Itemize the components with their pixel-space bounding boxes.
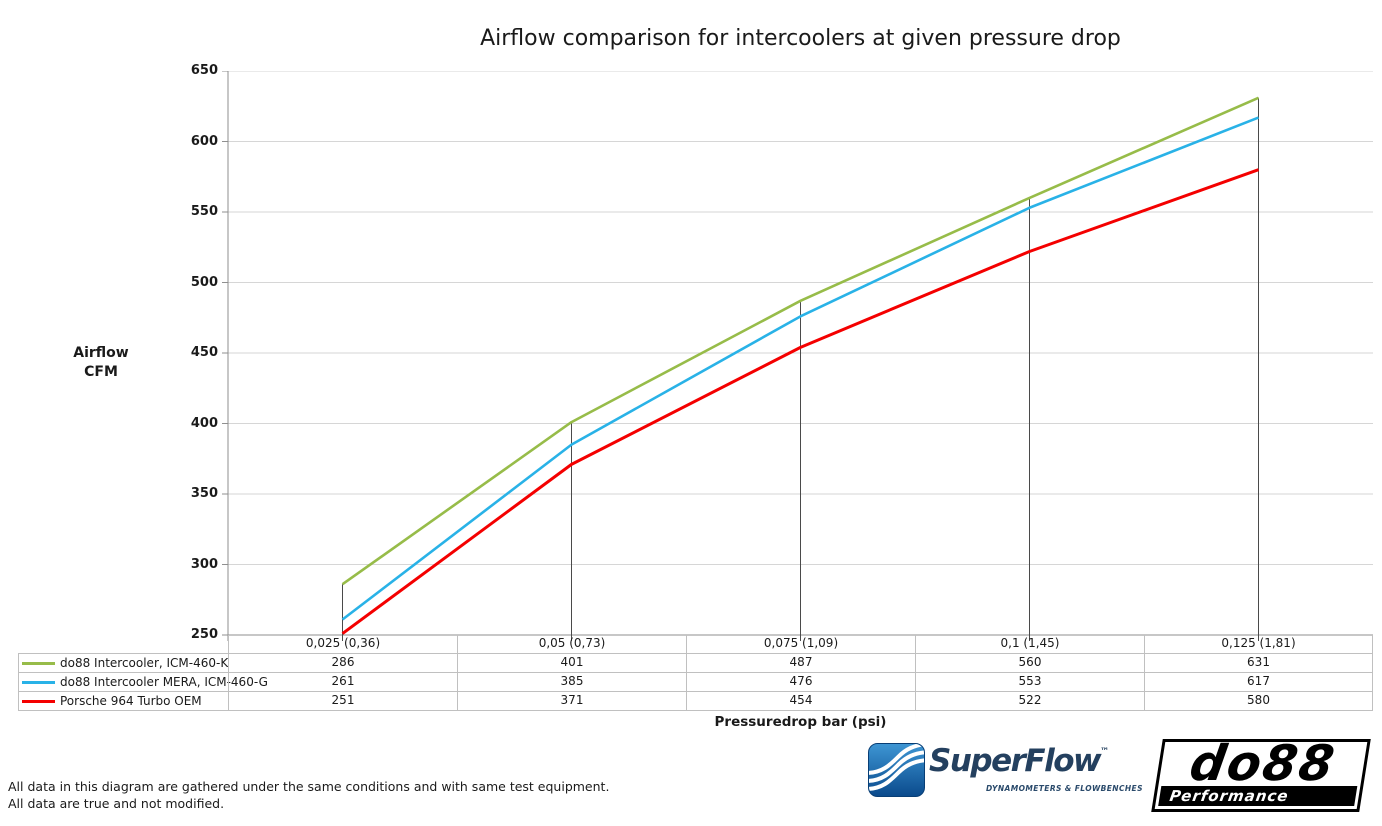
- chart-title: Airflow comparison for intercoolers at g…: [480, 26, 1121, 51]
- do88-wordmark: do88: [1185, 735, 1340, 792]
- table-value: 553: [915, 673, 1144, 692]
- table-row: do88 Intercooler MERA, ICM-460-G 261 385…: [18, 673, 1373, 692]
- trademark-symbol: ™: [1100, 747, 1110, 757]
- table-value: 476: [686, 673, 915, 692]
- table-value: 385: [457, 673, 686, 692]
- y-tick-label: 650: [190, 63, 218, 78]
- table-value: 560: [915, 654, 1144, 673]
- y-tick-label: 350: [190, 486, 218, 501]
- disclaimer-line-2: All data are true and not modified.: [8, 795, 225, 811]
- table-value: 401: [457, 654, 686, 673]
- y-axis-tick-labels: 650 600 550 500 450 400 350 300 250: [150, 63, 218, 643]
- x-tick-label: 0,05 (0,73): [457, 635, 686, 654]
- table-spacer-cell: [18, 635, 228, 654]
- y-tick-label: 550: [190, 204, 218, 219]
- do88-logo: do88 Performance: [1151, 735, 1371, 812]
- y-tick-label: 450: [190, 345, 218, 360]
- superflow-logo: SuperFlow™ DYNAMOMETERS & FLOWBENCHES: [868, 742, 1142, 800]
- superflow-wordmark: SuperFlow™: [929, 743, 1109, 779]
- series-color-swatch: [22, 699, 55, 703]
- series-name: do88 Intercooler MERA, ICM-460-G: [60, 674, 268, 689]
- series-color-swatch: [22, 661, 55, 665]
- table-row: do88 Intercooler, ICM-460-K 286 401 487 …: [18, 654, 1373, 673]
- table-value: 286: [228, 654, 457, 673]
- y-tick-label: 250: [190, 627, 218, 642]
- disclaimer-text: All data in this diagram are gathered un…: [8, 779, 609, 812]
- table-value: 522: [915, 692, 1144, 711]
- legend-cell: do88 Intercooler MERA, ICM-460-G: [18, 673, 268, 692]
- series-line-0: [341, 96, 1260, 586]
- y-axis-title: Airflow CFM: [73, 345, 129, 380]
- table-value: 261: [228, 673, 457, 692]
- table-value: 487: [686, 654, 915, 673]
- y-tick-label: 400: [190, 415, 218, 431]
- line-chart-plot: [222, 71, 1373, 641]
- do88-performance-label: Performance: [1168, 787, 1291, 805]
- disclaimer-line-1: All data in this diagram are gathered un…: [8, 779, 610, 794]
- table-value: 617: [1144, 673, 1373, 692]
- legend-cell: Porsche 964 Turbo OEM: [18, 692, 228, 711]
- legend-cell: do88 Intercooler, ICM-460-K: [18, 654, 228, 673]
- table-value: 631: [1144, 654, 1373, 673]
- y-tick-label: 600: [190, 133, 218, 149]
- table-header-row: 0,025 (0,36) 0,05 (0,73) 0,075 (1,09) 0,…: [18, 635, 1373, 654]
- table-value: 371: [457, 692, 686, 711]
- superflow-name: SuperFlow: [929, 743, 1102, 779]
- x-tick-label: 0,125 (1,81): [1144, 635, 1373, 654]
- y-tick-label: 500: [190, 274, 218, 290]
- x-tick-label: 0,025 (0,36): [228, 635, 457, 654]
- table-value: 580: [1144, 692, 1373, 711]
- data-table: 0,025 (0,36) 0,05 (0,73) 0,075 (1,09) 0,…: [18, 635, 1373, 711]
- superflow-wave-icon: [868, 743, 925, 797]
- x-tick-label: 0,1 (1,45): [915, 635, 1144, 654]
- x-axis-title: Pressuredrop bar (psi): [714, 714, 887, 730]
- do88-performance-bar: Performance: [1158, 786, 1358, 806]
- y-tick-label: 300: [190, 556, 218, 572]
- series-line-2: [341, 168, 1260, 635]
- series-line-1: [341, 116, 1259, 621]
- table-value: 454: [686, 692, 915, 711]
- series-name: do88 Intercooler, ICM-460-K: [60, 655, 229, 670]
- series-name: Porsche 964 Turbo OEM: [60, 693, 202, 708]
- x-tick-label: 0,075 (1,09): [686, 635, 915, 654]
- table-value: 251: [228, 692, 457, 711]
- table-row: Porsche 964 Turbo OEM 251 371 454 522 58…: [18, 692, 1373, 711]
- series-color-swatch: [22, 680, 55, 684]
- superflow-tagline: DYNAMOMETERS & FLOWBENCHES: [986, 784, 1143, 793]
